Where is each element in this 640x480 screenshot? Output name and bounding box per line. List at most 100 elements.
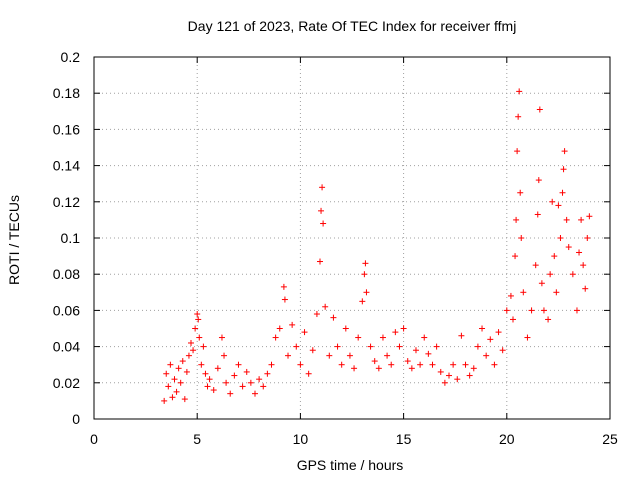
data-point bbox=[429, 361, 436, 368]
data-point bbox=[355, 334, 362, 341]
data-point bbox=[163, 370, 170, 377]
data-point bbox=[560, 166, 567, 173]
data-point bbox=[495, 329, 502, 336]
data-point bbox=[470, 365, 477, 372]
data-point bbox=[569, 271, 576, 278]
data-point bbox=[524, 334, 531, 341]
data-point bbox=[441, 379, 448, 386]
data-point bbox=[509, 316, 516, 323]
data-point bbox=[545, 316, 552, 323]
data-point bbox=[454, 376, 461, 383]
data-point bbox=[330, 314, 337, 321]
data-point bbox=[362, 260, 369, 267]
data-point bbox=[175, 365, 182, 372]
data-point bbox=[206, 376, 213, 383]
data-point bbox=[576, 249, 583, 256]
data-point bbox=[202, 370, 209, 377]
data-point bbox=[260, 383, 267, 390]
data-point bbox=[192, 325, 199, 332]
data-point bbox=[338, 361, 345, 368]
data-point bbox=[313, 311, 320, 318]
data-point bbox=[557, 235, 564, 241]
data-point bbox=[404, 358, 411, 365]
y-tick-label: 0.04 bbox=[53, 339, 80, 355]
data-point bbox=[196, 334, 203, 341]
data-point bbox=[293, 343, 300, 350]
data-point bbox=[342, 325, 349, 332]
data-point bbox=[578, 216, 585, 223]
data-point bbox=[200, 343, 207, 350]
data-point bbox=[520, 289, 527, 296]
data-point bbox=[361, 271, 368, 278]
data-point bbox=[433, 343, 440, 350]
data-point bbox=[483, 352, 490, 359]
data-point bbox=[289, 321, 296, 328]
data-point bbox=[515, 113, 522, 120]
data-point bbox=[375, 365, 382, 372]
data-point bbox=[584, 235, 591, 241]
x-tick-label: 10 bbox=[293, 431, 309, 447]
data-point bbox=[487, 336, 494, 343]
data-point bbox=[319, 184, 326, 191]
data-point bbox=[458, 332, 465, 339]
data-point bbox=[251, 390, 258, 397]
data-point bbox=[221, 352, 228, 359]
data-point bbox=[371, 358, 378, 365]
data-point bbox=[204, 383, 211, 390]
y-tick-label: 0.1 bbox=[61, 230, 81, 246]
data-point bbox=[183, 368, 190, 375]
data-point bbox=[367, 343, 374, 350]
data-point bbox=[280, 283, 287, 290]
y-tick-label: 0.16 bbox=[53, 121, 80, 137]
data-point bbox=[264, 370, 271, 377]
y-tick-label: 0.18 bbox=[53, 85, 80, 101]
data-point bbox=[188, 339, 195, 346]
y-tick-label: 0.12 bbox=[53, 194, 80, 210]
data-point bbox=[309, 347, 316, 354]
data-point bbox=[514, 148, 521, 155]
data-point bbox=[214, 365, 221, 372]
data-point bbox=[538, 280, 545, 287]
data-point bbox=[194, 311, 201, 318]
data-point bbox=[400, 325, 407, 332]
data-point bbox=[185, 352, 192, 359]
x-tick-label: 0 bbox=[90, 431, 98, 447]
data-point bbox=[582, 285, 589, 292]
data-point bbox=[285, 352, 292, 359]
data-point bbox=[421, 334, 428, 341]
data-point bbox=[301, 329, 308, 336]
data-point bbox=[326, 352, 333, 359]
data-points bbox=[161, 88, 593, 404]
data-point bbox=[384, 352, 391, 359]
data-point bbox=[161, 397, 168, 404]
data-point bbox=[392, 329, 399, 336]
y-tick-label: 0.06 bbox=[53, 302, 80, 318]
data-point bbox=[268, 361, 275, 368]
data-point bbox=[532, 262, 539, 269]
data-point bbox=[165, 383, 172, 390]
data-point bbox=[243, 368, 250, 375]
data-point bbox=[167, 361, 174, 368]
data-point bbox=[446, 372, 453, 379]
data-point bbox=[181, 396, 188, 403]
y-tick-label: 0 bbox=[72, 411, 80, 427]
data-point bbox=[318, 207, 325, 214]
data-point bbox=[517, 189, 524, 196]
data-point bbox=[547, 271, 554, 278]
data-point bbox=[276, 325, 283, 332]
data-point bbox=[412, 347, 419, 354]
data-point bbox=[513, 216, 520, 223]
data-point bbox=[536, 106, 543, 113]
data-point bbox=[499, 347, 506, 354]
x-axis-label: GPS time / hours bbox=[297, 457, 404, 473]
data-point bbox=[227, 390, 234, 397]
data-point bbox=[534, 211, 541, 218]
y-tick-label: 0.14 bbox=[53, 158, 80, 174]
data-point bbox=[235, 361, 242, 368]
data-point bbox=[466, 372, 473, 379]
data-point bbox=[580, 262, 587, 269]
data-point bbox=[450, 361, 457, 368]
data-point bbox=[359, 298, 366, 305]
